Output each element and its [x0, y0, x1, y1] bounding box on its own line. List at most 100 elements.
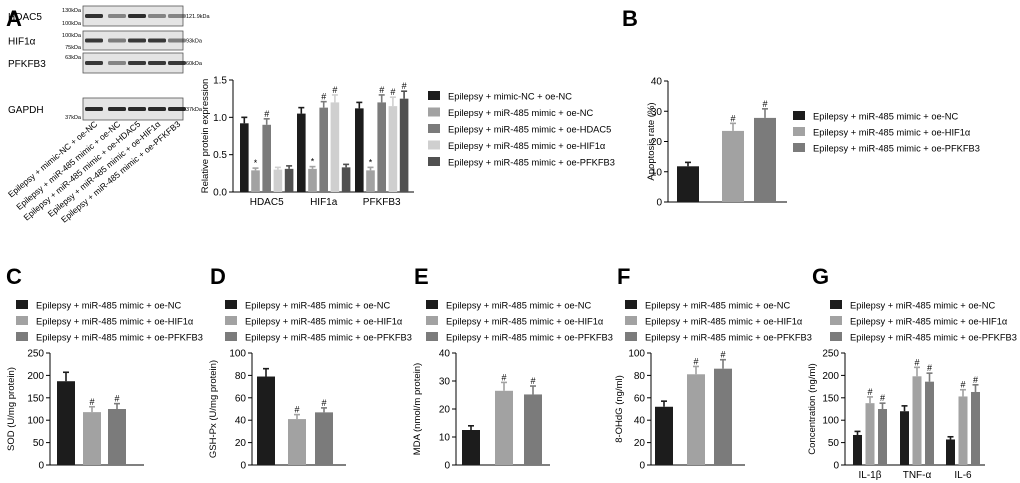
legend-swatch [225, 300, 237, 309]
bar [330, 102, 340, 192]
x-category-label: IL-6 [954, 470, 972, 481]
y-tick-label: 250 [822, 349, 839, 360]
bar [388, 106, 398, 192]
y-tick-label: 40 [439, 349, 451, 360]
x-category-label: PFKFB3 [363, 197, 401, 208]
significance-mark: # [114, 394, 119, 404]
legend-swatch [793, 127, 805, 136]
legend-swatch [426, 300, 438, 309]
x-category-label: HIF1a [310, 197, 338, 208]
bar [319, 107, 328, 192]
blot-band [85, 61, 103, 65]
significance-mark: * [254, 158, 258, 168]
legend-label: Epilepsy + miR-485 mimic + oe-NC [448, 108, 593, 118]
significance-mark: # [914, 357, 919, 367]
band-size-label: 93kDa [186, 39, 203, 45]
panel-label-g: G [812, 264, 829, 289]
protein-label: HIF1α [8, 37, 36, 48]
bar [677, 166, 699, 202]
y-tick-label: 30 [651, 107, 663, 118]
y-axis-title: 8-OHdG (ng/ml) [614, 375, 625, 443]
significance-mark: # [321, 398, 326, 408]
legend-swatch [426, 316, 438, 325]
legend-swatch [16, 332, 28, 341]
bar [865, 403, 875, 465]
bar [958, 396, 968, 465]
panel-label-f: F [617, 264, 630, 289]
bar [878, 409, 887, 465]
y-axis-title: MDA (nmol/m protein) [412, 363, 423, 455]
bar [524, 394, 542, 465]
band-size-label: 60kDa [186, 61, 203, 67]
legend-label: Epilepsy + miR-485 mimic + oe-NC [850, 301, 995, 311]
legend-swatch [225, 316, 237, 325]
blot-row-0: HDAC5 130kDa 100kDa 121.9kDa [8, 5, 210, 27]
mw-marker: 37kDa [65, 115, 82, 121]
bar [722, 130, 744, 202]
legend-label: Epilepsy + miR-485 mimic + oe-PFKFB3 [813, 144, 980, 154]
y-tick-label: 250 [27, 349, 44, 360]
blot-band [85, 14, 103, 18]
legend-label: Epilepsy + miR-485 mimic + oe-NC [36, 301, 181, 311]
panel-label-c: C [6, 264, 22, 289]
bar [714, 368, 732, 465]
blot-band [148, 107, 166, 111]
y-tick-label: 40 [235, 416, 247, 427]
significance-mark: # [730, 113, 735, 123]
y-tick-label: 80 [235, 371, 247, 382]
x-category-label: IL-1β [859, 470, 882, 481]
blot-band [128, 14, 146, 18]
bar [655, 406, 673, 465]
legend-swatch [428, 91, 440, 100]
bar [262, 124, 271, 192]
bar [754, 117, 776, 202]
legend-swatch [793, 143, 805, 152]
bar [273, 169, 283, 192]
legend-label: Epilepsy + miR-485 mimic + oe-PFKFB3 [850, 333, 1017, 343]
legend-swatch [428, 124, 440, 133]
y-tick-label: 40 [634, 416, 646, 427]
y-tick-label: 60 [235, 393, 247, 404]
legend-swatch [625, 316, 637, 325]
protein-label: PFKFB3 [8, 59, 46, 70]
blot-band [85, 38, 103, 43]
bar [399, 98, 409, 192]
blot-band [108, 14, 126, 18]
y-tick-label: 40 [651, 77, 663, 88]
blot-band [168, 61, 186, 65]
significance-mark: # [973, 375, 978, 385]
legend-swatch [625, 300, 637, 309]
bar [341, 167, 351, 192]
legend-label: Epilepsy + miR-485 mimic + oe-PFKFB3 [446, 333, 613, 343]
bar [355, 108, 364, 192]
legend-label: Epilepsy + miR-485 mimic + oe-HIF1α [813, 128, 971, 138]
y-tick-label: 0 [656, 198, 662, 209]
blot-band [108, 107, 126, 111]
panel-label-e: E [414, 264, 429, 289]
significance-mark: # [402, 81, 407, 91]
chart-e: 0 10 20 30 40 MDA (nmol/m protein) # # Epilepsy … [412, 300, 613, 472]
y-tick-label: 200 [822, 371, 839, 382]
legend-label: Epilepsy + miR-485 mimic + oe-PFKFB3 [36, 333, 203, 343]
bar [925, 381, 934, 465]
bar [495, 390, 513, 465]
y-tick-label: 80 [634, 371, 646, 382]
legend-swatch [428, 107, 440, 117]
bar [240, 123, 249, 192]
mw-marker: 130kDa [62, 8, 82, 14]
legend-swatch [428, 157, 440, 166]
y-tick-label: 1.5 [213, 76, 227, 87]
blot-band [148, 38, 166, 43]
y-tick-label: 0 [38, 461, 44, 472]
bar [297, 113, 306, 192]
significance-mark: # [720, 350, 725, 360]
x-category-label: HDAC5 [250, 197, 284, 208]
significance-mark: * [369, 157, 373, 167]
legend-swatch [16, 300, 28, 309]
bar [284, 168, 294, 192]
y-tick-label: 100 [229, 349, 246, 360]
bar [83, 412, 101, 465]
significance-mark: # [294, 405, 299, 415]
blot-band [148, 61, 166, 65]
bar [288, 419, 306, 465]
